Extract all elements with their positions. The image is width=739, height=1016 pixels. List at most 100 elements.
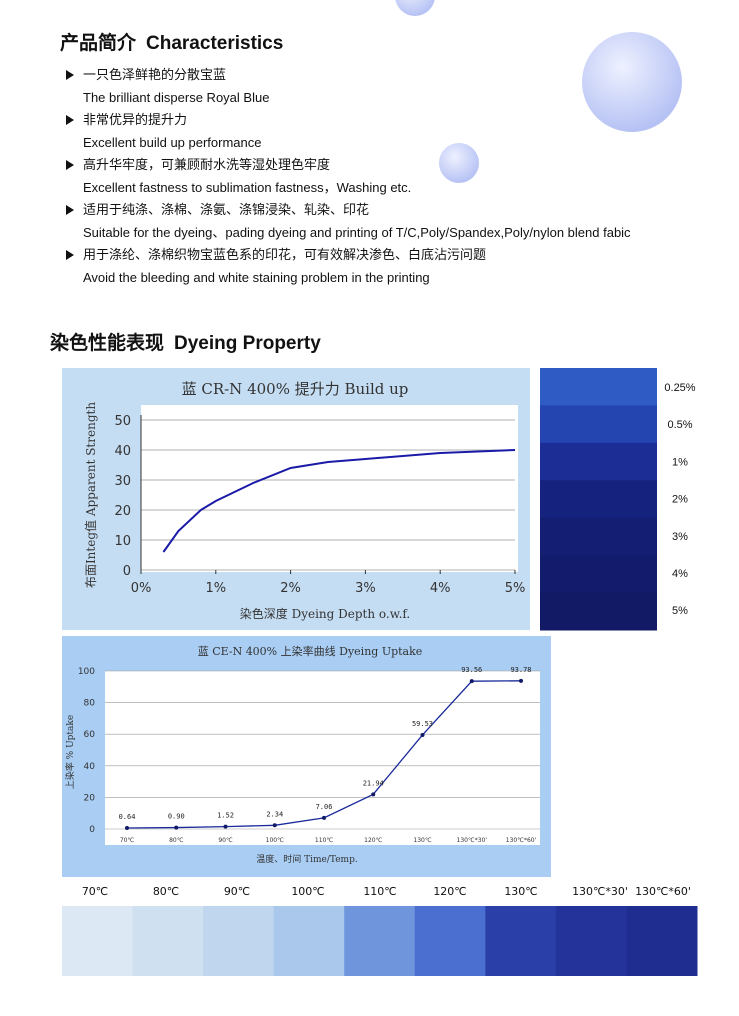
uptake-swatch [62, 906, 134, 976]
item-en: Excellent build up performance [83, 135, 262, 150]
value-label: 93.56 [461, 666, 482, 674]
depth-swatch [540, 405, 657, 444]
chart-title: 蓝 CR-N 400% 提升力 Build up [182, 380, 409, 398]
item-cn: 高升华牢度，可兼顾耐水洗等湿处理色牢度 [83, 157, 330, 173]
value-label: 21.94 [363, 779, 384, 787]
uptake-label: 130℃ [504, 885, 537, 898]
x-tick-label: 2% [280, 581, 301, 596]
x-tick-label: 130℃*60' [506, 837, 537, 844]
point [322, 815, 326, 820]
bullet-arrow [66, 70, 74, 80]
uptake-swatch [344, 906, 416, 976]
depth-label: 5% [672, 605, 688, 617]
bullet-arrow [66, 250, 74, 260]
uptake-swatch [414, 906, 486, 976]
value-label: 59.53 [412, 720, 433, 728]
y-tick-label: 0 [123, 564, 131, 579]
uptake-swatch [203, 906, 275, 976]
y-tick-label: 30 [114, 474, 131, 489]
decor-bubble [582, 32, 682, 132]
uptake-label: 70℃ [82, 885, 108, 898]
uptake-label: 110℃ [363, 885, 396, 898]
chart-title: 蓝 CE-N 400% 上染率曲线 Dyeing Uptake [198, 644, 423, 658]
y-tick-label: 40 [84, 762, 96, 772]
x-axis-label: 染色深度 Dyeing Depth o.w.f. [240, 606, 410, 621]
value-label: 93.78 [510, 666, 531, 674]
item-cn: 用于涤纶、涤棉织物宝蓝色系的印花，可有效解决渗色、白底沾污问题 [83, 247, 486, 263]
point [371, 792, 376, 797]
decor-bubble [439, 143, 479, 183]
uptake-label: 130℃*30' [572, 885, 628, 898]
y-axis-label: 布面Integ值 Apparent Strength [83, 402, 98, 588]
item-cn: 适用于纯涤、涤棉、涤氨、涤锦浸染、轧染、印花 [83, 202, 369, 218]
y-tick-label: 50 [114, 414, 131, 429]
value-label: 1.52 [217, 812, 234, 820]
x-tick-label: 5% [505, 581, 526, 596]
bullet-arrow [66, 205, 74, 215]
section-title: 染色性能表现 Dyeing Property [50, 331, 321, 354]
y-tick-label: 10 [114, 534, 131, 549]
uptake-swatch [132, 906, 204, 976]
x-tick-label: 130℃*30' [457, 837, 488, 844]
x-tick-label: 80℃ [169, 837, 184, 844]
uptake-label: 100℃ [291, 885, 324, 898]
decor-bubble [395, 0, 435, 16]
x-tick-label: 4% [430, 581, 451, 596]
depth-label: 1% [672, 456, 688, 468]
depth-label: 0.25% [664, 382, 695, 394]
value-label: 0.64 [119, 813, 136, 821]
item-en: The brilliant disperse Royal Blue [83, 90, 269, 105]
uptake-label: 90℃ [224, 885, 250, 898]
point [174, 825, 179, 830]
y-tick-label: 100 [78, 667, 95, 677]
depth-label: 4% [672, 568, 688, 580]
item-cn: 非常优异的提升力 [83, 112, 187, 128]
depth-swatch [540, 592, 657, 631]
y-tick-label: 80 [84, 699, 96, 709]
line-series [162, 449, 516, 553]
uptake-label: 130℃*60' [635, 885, 691, 898]
value-label: 2.34 [266, 810, 283, 818]
bullet-arrow [66, 115, 74, 125]
x-tick-label: 1% [205, 581, 226, 596]
x-tick-label: 70℃ [120, 837, 135, 844]
x-tick-label: 100℃ [266, 837, 284, 844]
y-axis-label: 上染率 % Uptake [64, 715, 76, 789]
depth-swatch [540, 517, 657, 556]
y-tick-label: 0 [89, 825, 95, 835]
x-tick-label: 110℃ [315, 837, 333, 844]
uptake-swatch [485, 906, 557, 976]
uptake-label: 80℃ [153, 885, 179, 898]
x-tick-label: 3% [355, 581, 376, 596]
point [469, 679, 474, 684]
value-label: 0.90 [168, 813, 185, 821]
depth-swatch [540, 555, 657, 594]
uptake-swatch [273, 906, 345, 976]
point [420, 732, 425, 737]
point [125, 825, 129, 830]
y-tick-label: 40 [114, 444, 131, 459]
point [272, 823, 277, 828]
x-tick-label: 90℃ [218, 837, 233, 844]
y-tick-label: 60 [84, 730, 96, 740]
bullet-arrow [66, 160, 74, 170]
uptake-label: 120℃ [433, 885, 466, 898]
x-tick-label: 120℃ [364, 837, 382, 844]
y-tick-label: 20 [84, 793, 96, 803]
uptake-swatch [555, 906, 627, 976]
item-en: Excellent fastness to sublimation fastne… [83, 180, 411, 195]
depth-label: 3% [672, 531, 688, 543]
depth-swatch [540, 442, 657, 481]
uptake-swatch [626, 906, 698, 976]
plot-area [141, 405, 518, 572]
section-title: 产品简介 Characteristics [60, 31, 283, 54]
y-tick-label: 20 [114, 504, 131, 519]
depth-swatch [540, 480, 657, 519]
depth-label: 2% [672, 494, 688, 506]
x-axis-label: 温度、时间 Time/Temp. [256, 853, 358, 865]
depth-swatch [540, 368, 657, 406]
depth-label: 0.5% [667, 419, 692, 431]
item-en: Suitable for the dyeing、pading dyeing an… [83, 225, 631, 240]
x-tick-label: 0% [131, 581, 152, 596]
